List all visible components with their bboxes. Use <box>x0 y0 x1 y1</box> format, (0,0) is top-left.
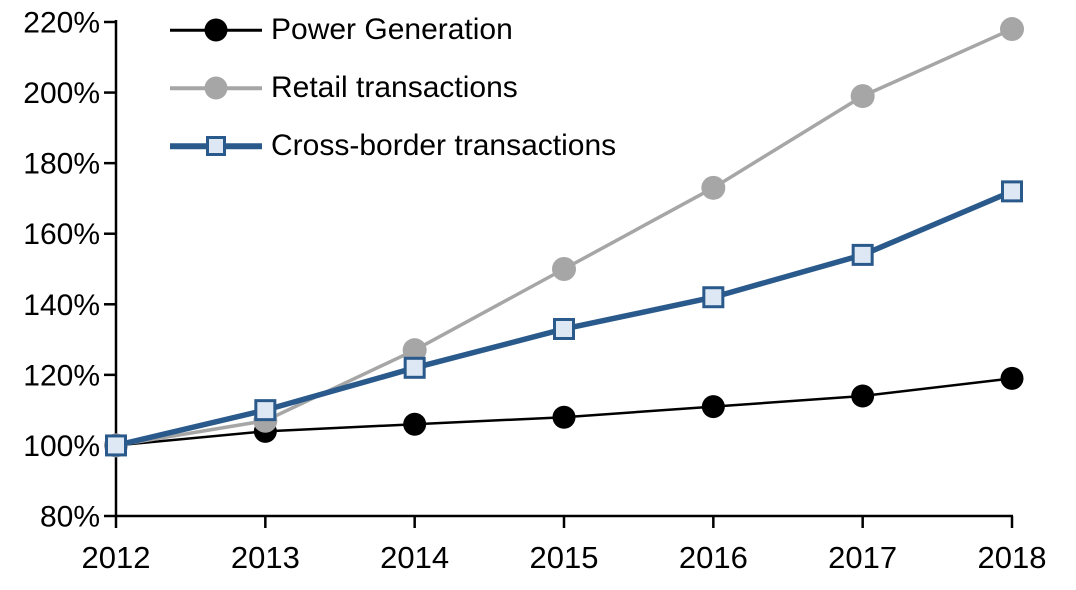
legend-item-cross-border-transactions: Cross-border transactions <box>170 129 616 163</box>
x-axis-label: 2012 <box>82 540 151 575</box>
marker-cross-border-transactions-2016 <box>702 286 725 309</box>
y-axis-label: 220% <box>23 7 100 40</box>
legend-label-retail-transactions: Retail transactions <box>271 71 518 104</box>
marker-power-generation-2017 <box>851 384 875 408</box>
legend-sample-cross-border-transactions <box>170 129 262 163</box>
legend-square-marker-icon <box>206 136 226 156</box>
marker-retail-transactions-2018 <box>1000 17 1024 42</box>
x-axis-label: 2013 <box>231 540 300 575</box>
y-axis-label: 120% <box>23 359 100 392</box>
marker-power-generation-2018 <box>1000 366 1024 390</box>
marker-cross-border-transactions-2017 <box>851 243 874 266</box>
y-axis-label: 80% <box>40 501 100 534</box>
legend-item-power-generation: Power Generation <box>170 13 616 47</box>
y-axis-label: 140% <box>23 289 100 322</box>
y-axis-label: 100% <box>23 430 100 463</box>
marker-power-generation-2014 <box>403 412 427 436</box>
marker-power-generation-2015 <box>552 405 576 429</box>
chart-legend: Power Generation Retail transactions Cro… <box>170 13 616 163</box>
x-axis-label: 2017 <box>828 540 897 575</box>
legend-sample-power-generation <box>170 13 262 47</box>
y-axis-label: 160% <box>23 218 100 251</box>
y-axis-label: 180% <box>23 148 100 181</box>
y-axis-label: 200% <box>23 77 100 110</box>
legend-sample-retail-transactions <box>170 71 262 105</box>
x-axis-label: 2015 <box>530 540 599 575</box>
marker-power-generation-2016 <box>701 395 725 419</box>
marker-cross-border-transactions-2018 <box>1001 180 1023 203</box>
legend-circle-marker-icon <box>204 76 228 100</box>
marker-retail-transactions-2016 <box>701 175 726 200</box>
marker-cross-border-transactions-2015 <box>553 317 575 340</box>
legend-item-retail-transactions: Retail transactions <box>170 71 616 105</box>
legend-label-cross-border-transactions: Cross-border transactions <box>271 129 617 162</box>
marker-cross-border-transactions-2012 <box>105 434 127 457</box>
marker-cross-border-transactions-2013 <box>254 399 277 422</box>
marker-retail-transactions-2017 <box>850 84 875 109</box>
marker-cross-border-transactions-2014 <box>403 356 426 379</box>
marker-retail-transactions-2014 <box>402 338 427 363</box>
x-axis-label: 2016 <box>679 540 748 575</box>
x-axis-label: 2014 <box>380 540 449 575</box>
legend-label-power-generation: Power Generation <box>271 13 513 46</box>
x-axis-label: 2018 <box>978 540 1047 575</box>
legend-circle-marker-icon <box>204 18 228 42</box>
marker-retail-transactions-2015 <box>552 257 576 281</box>
